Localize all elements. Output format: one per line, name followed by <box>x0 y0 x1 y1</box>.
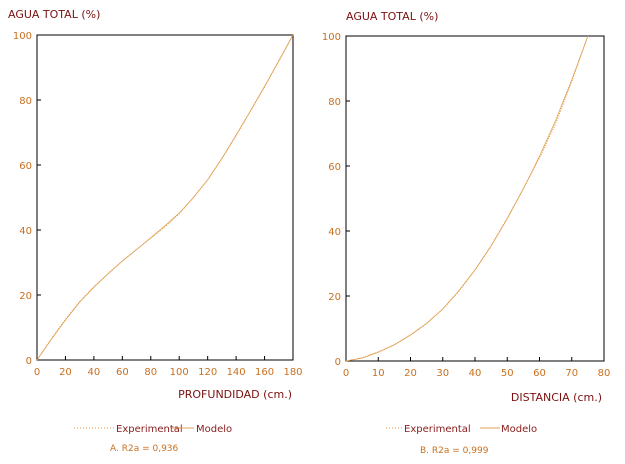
chart-b-xtick-label: 30 <box>436 368 449 379</box>
chart-a-ticks: 0 20 40 60 80 100 120 140 160 180 0 20 40 60 80 100 <box>13 31 303 378</box>
chart-b-ytick-label: 20 <box>328 292 341 303</box>
chart-b-xtick-label: 10 <box>372 368 385 379</box>
chart-a-xtick-label: 180 <box>283 367 302 378</box>
chart-a-xtick-label: 160 <box>255 367 274 378</box>
chart-b-legend-modelo: Modelo <box>501 424 537 435</box>
chart-b-xlabel: DISTANCIA (cm.) <box>511 391 602 404</box>
chart-b-ytick-label: 100 <box>322 32 341 43</box>
chart-a-legend-experimental: Experimental <box>116 424 183 435</box>
chart-a-series <box>36 34 294 361</box>
chart-b-xtick-label: 40 <box>469 368 482 379</box>
chart-a-ytick-label: 40 <box>19 226 32 237</box>
chart-b-xtick-label: 80 <box>598 368 611 379</box>
chart-a-legend-modelo: Modelo <box>196 424 232 435</box>
chart-b-ytick-label: 80 <box>328 97 341 108</box>
chart-a-ytick-label: 0 <box>26 356 32 367</box>
chart-a-ytick-label: 60 <box>19 161 32 172</box>
chart-b-xtick-label: 50 <box>501 368 514 379</box>
chart-b-ytick-label: 60 <box>328 162 341 173</box>
chart-b-xtick-label: 60 <box>533 368 546 379</box>
chart-b-xtick-label: 20 <box>404 368 417 379</box>
chart-a-series-modelo <box>36 34 294 361</box>
chart-b-series-modelo <box>345 35 589 362</box>
chart-a-ytick-label: 20 <box>19 291 32 302</box>
chart-a-xtick-label: 0 <box>34 367 40 378</box>
chart-a-xtick-label: 100 <box>170 367 189 378</box>
chart-b: AGUA TOTAL (%) 0 10 20 30 40 50 60 70 80 0 20 40 60 8… <box>322 10 610 456</box>
chart-a-ytick-label: 80 <box>19 96 32 107</box>
chart-a: AGUA TOTAL (%) 0 20 40 60 80 100 120 140 160 1800… <box>8 8 303 454</box>
chart-b-xtick-label: 0 <box>343 368 349 379</box>
chart-a-series-experimental <box>36 34 294 361</box>
chart-a-xtick-label: 60 <box>116 367 129 378</box>
chart-a-xtick-label: 80 <box>144 367 157 378</box>
chart-a-caption: A. R2a = 0,936 <box>110 444 179 454</box>
chart-b-caption: B. R2a = 0,999 <box>420 446 489 456</box>
chart-b-ytick-label: 40 <box>328 227 341 238</box>
chart-a-xtick-label: 20 <box>59 367 72 378</box>
chart-a-xlabel: PROFUNDIDAD (cm.) <box>178 388 292 401</box>
chart-a-ytick-label: 100 <box>13 31 32 42</box>
chart-a-ylabel: AGUA TOTAL (%) <box>8 8 100 21</box>
chart-b-plot-frame <box>345 35 605 362</box>
chart-b-legend-experimental: Experimental <box>404 424 471 435</box>
chart-a-xtick-label: 140 <box>227 367 246 378</box>
chart-b-series-experimental <box>345 35 589 362</box>
chart-b-xtick-label: 70 <box>565 368 578 379</box>
chart-b-series <box>345 35 589 362</box>
chart-a-xtick-label: 120 <box>198 367 217 378</box>
chart-b-ytick-label: 0 <box>335 357 341 368</box>
chart-b-ylabel: AGUA TOTAL (%) <box>346 10 438 23</box>
chart-a-plot-frame <box>36 34 294 361</box>
chart-a-xtick-label: 40 <box>88 367 101 378</box>
chart-b-ticks: 0 10 20 30 40 50 60 70 80 0 20 40 60 80 100 <box>322 32 610 379</box>
